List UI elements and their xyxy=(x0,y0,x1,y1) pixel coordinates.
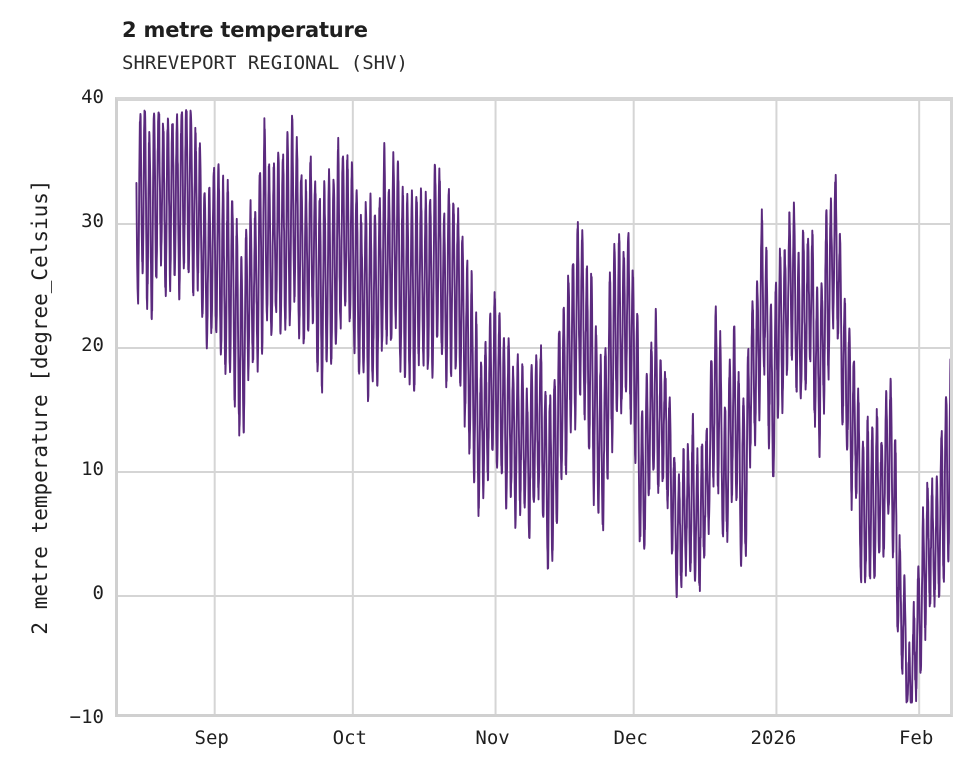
x-tick-label: 2026 xyxy=(750,727,797,749)
temperature-line-path xyxy=(135,109,950,704)
plot-area xyxy=(115,97,953,717)
y-tick-label: −10 xyxy=(69,706,104,728)
chart-subtitle: SHREVEPORT REGIONAL (SHV) xyxy=(122,52,408,74)
chart-title: 2 metre temperature xyxy=(122,18,368,42)
x-tick-label: Feb xyxy=(898,727,934,749)
y-tick-label: 30 xyxy=(81,210,104,232)
y-tick-label: 10 xyxy=(81,458,104,480)
plot-inner xyxy=(118,100,950,714)
y-tick-label: 40 xyxy=(81,86,104,108)
x-tick-label: Sep xyxy=(194,727,229,749)
temperature-series-line xyxy=(135,109,950,704)
x-tick-label: Oct xyxy=(332,727,367,749)
y-axis-ticks: −10 0 10 20 30 40 xyxy=(0,0,104,782)
y-tick-label: 20 xyxy=(81,334,104,356)
y-tick-label: 0 xyxy=(92,582,104,604)
x-tick-label: Nov xyxy=(475,727,510,749)
x-tick-label: Dec xyxy=(613,727,648,749)
